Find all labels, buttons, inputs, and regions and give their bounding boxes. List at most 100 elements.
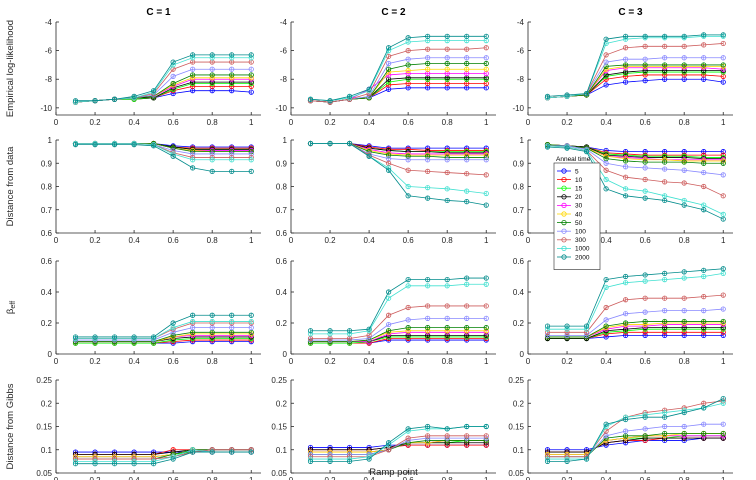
data-point xyxy=(72,334,79,340)
data-point xyxy=(464,188,470,194)
series-line xyxy=(547,57,724,99)
series-line xyxy=(547,321,724,338)
data-point xyxy=(701,169,707,176)
data-point xyxy=(642,318,648,325)
series-line xyxy=(310,277,487,332)
y-tick-label: 0.15 xyxy=(271,423,287,432)
x-tick-label: 0.2 xyxy=(89,118,101,127)
data-point xyxy=(248,449,254,455)
x-tick-label: 0.4 xyxy=(364,357,376,366)
data-point xyxy=(111,96,118,102)
y-tick-label: 1 xyxy=(520,136,525,145)
y-tick-label: 0.4 xyxy=(276,288,288,297)
data-point xyxy=(642,159,648,165)
data-point xyxy=(483,55,489,61)
data-point xyxy=(464,315,470,321)
data-point xyxy=(425,33,431,39)
x-tick-label: 0.6 xyxy=(640,118,652,127)
x-tick-label: 1 xyxy=(484,118,489,127)
legend-marker xyxy=(561,211,567,217)
data-point xyxy=(623,320,629,326)
series-10 xyxy=(72,83,254,105)
data-point xyxy=(701,32,707,38)
series-50 xyxy=(307,325,489,345)
data-point xyxy=(464,66,470,72)
data-point xyxy=(681,318,687,325)
data-point xyxy=(425,46,431,52)
series-1000 xyxy=(544,33,726,101)
data-point xyxy=(386,312,392,318)
data-point xyxy=(642,165,648,171)
series-50 xyxy=(307,60,489,105)
legend-marker xyxy=(561,228,567,234)
y-tick-label: 0.8 xyxy=(41,183,53,192)
series-line xyxy=(547,294,724,333)
series-line xyxy=(547,308,724,336)
data-point xyxy=(425,60,431,67)
data-point xyxy=(170,59,176,65)
data-point xyxy=(720,216,726,222)
data-point xyxy=(701,318,707,325)
series-2000 xyxy=(307,275,489,334)
y-tick-label: 0.6 xyxy=(513,257,525,266)
legend-marker xyxy=(561,254,567,260)
data-point xyxy=(386,45,392,51)
series-line xyxy=(75,81,252,103)
data-point xyxy=(720,193,726,199)
data-point xyxy=(662,430,668,437)
x-tick-label: 0.2 xyxy=(324,357,336,366)
data-point xyxy=(720,160,726,166)
data-point xyxy=(307,458,314,464)
data-point xyxy=(662,55,668,61)
series-5 xyxy=(544,76,726,101)
legend-label: 15 xyxy=(575,186,583,193)
y-tick-label: 0.1 xyxy=(41,446,53,455)
data-point xyxy=(720,172,726,178)
data-point xyxy=(190,52,196,58)
legend-marker xyxy=(561,202,567,208)
series-line xyxy=(310,78,487,103)
data-point xyxy=(642,176,648,183)
series-2000 xyxy=(544,144,726,222)
data-point xyxy=(405,48,411,54)
legend-label: 1000 xyxy=(575,246,590,253)
data-point xyxy=(483,303,489,309)
data-point xyxy=(483,275,489,281)
data-point xyxy=(642,426,648,432)
data-point xyxy=(151,88,157,94)
data-point xyxy=(405,426,411,432)
data-point xyxy=(681,269,687,275)
data-point xyxy=(405,317,411,323)
row-label: βeff xyxy=(5,301,17,314)
data-point xyxy=(209,66,215,72)
series-line xyxy=(547,145,724,215)
data-point xyxy=(248,66,254,72)
legend-label: 30 xyxy=(575,203,583,210)
x-tick-label: 0 xyxy=(526,118,531,127)
x-tick-label: 0 xyxy=(526,236,531,245)
data-point xyxy=(386,321,392,328)
series-300 xyxy=(307,45,489,105)
data-point xyxy=(564,145,570,151)
data-point xyxy=(603,167,609,173)
data-point xyxy=(603,421,609,427)
data-point xyxy=(662,307,668,314)
series-20 xyxy=(72,140,254,152)
data-point xyxy=(681,409,687,416)
series-10 xyxy=(307,335,489,346)
series-line xyxy=(310,143,487,155)
y-tick-label: 0.8 xyxy=(276,183,288,192)
legend-entry: 10 xyxy=(557,177,583,184)
data-point xyxy=(603,36,609,42)
y-tick-label: -4 xyxy=(517,18,525,27)
x-tick-label: 0.8 xyxy=(442,476,454,480)
y-tick-label: -4 xyxy=(45,18,53,27)
series-line xyxy=(75,54,252,102)
x-tick-label: 1 xyxy=(721,236,726,245)
data-point xyxy=(307,140,314,147)
data-point xyxy=(464,423,470,430)
x-tick-label: 0.8 xyxy=(207,118,219,127)
panel: 0 0.2 0.4 0.6 0 0.2 0.4 0.6 0.8 1 xyxy=(513,257,733,366)
data-point xyxy=(386,295,392,301)
x-tick-label: 0.2 xyxy=(324,118,336,127)
